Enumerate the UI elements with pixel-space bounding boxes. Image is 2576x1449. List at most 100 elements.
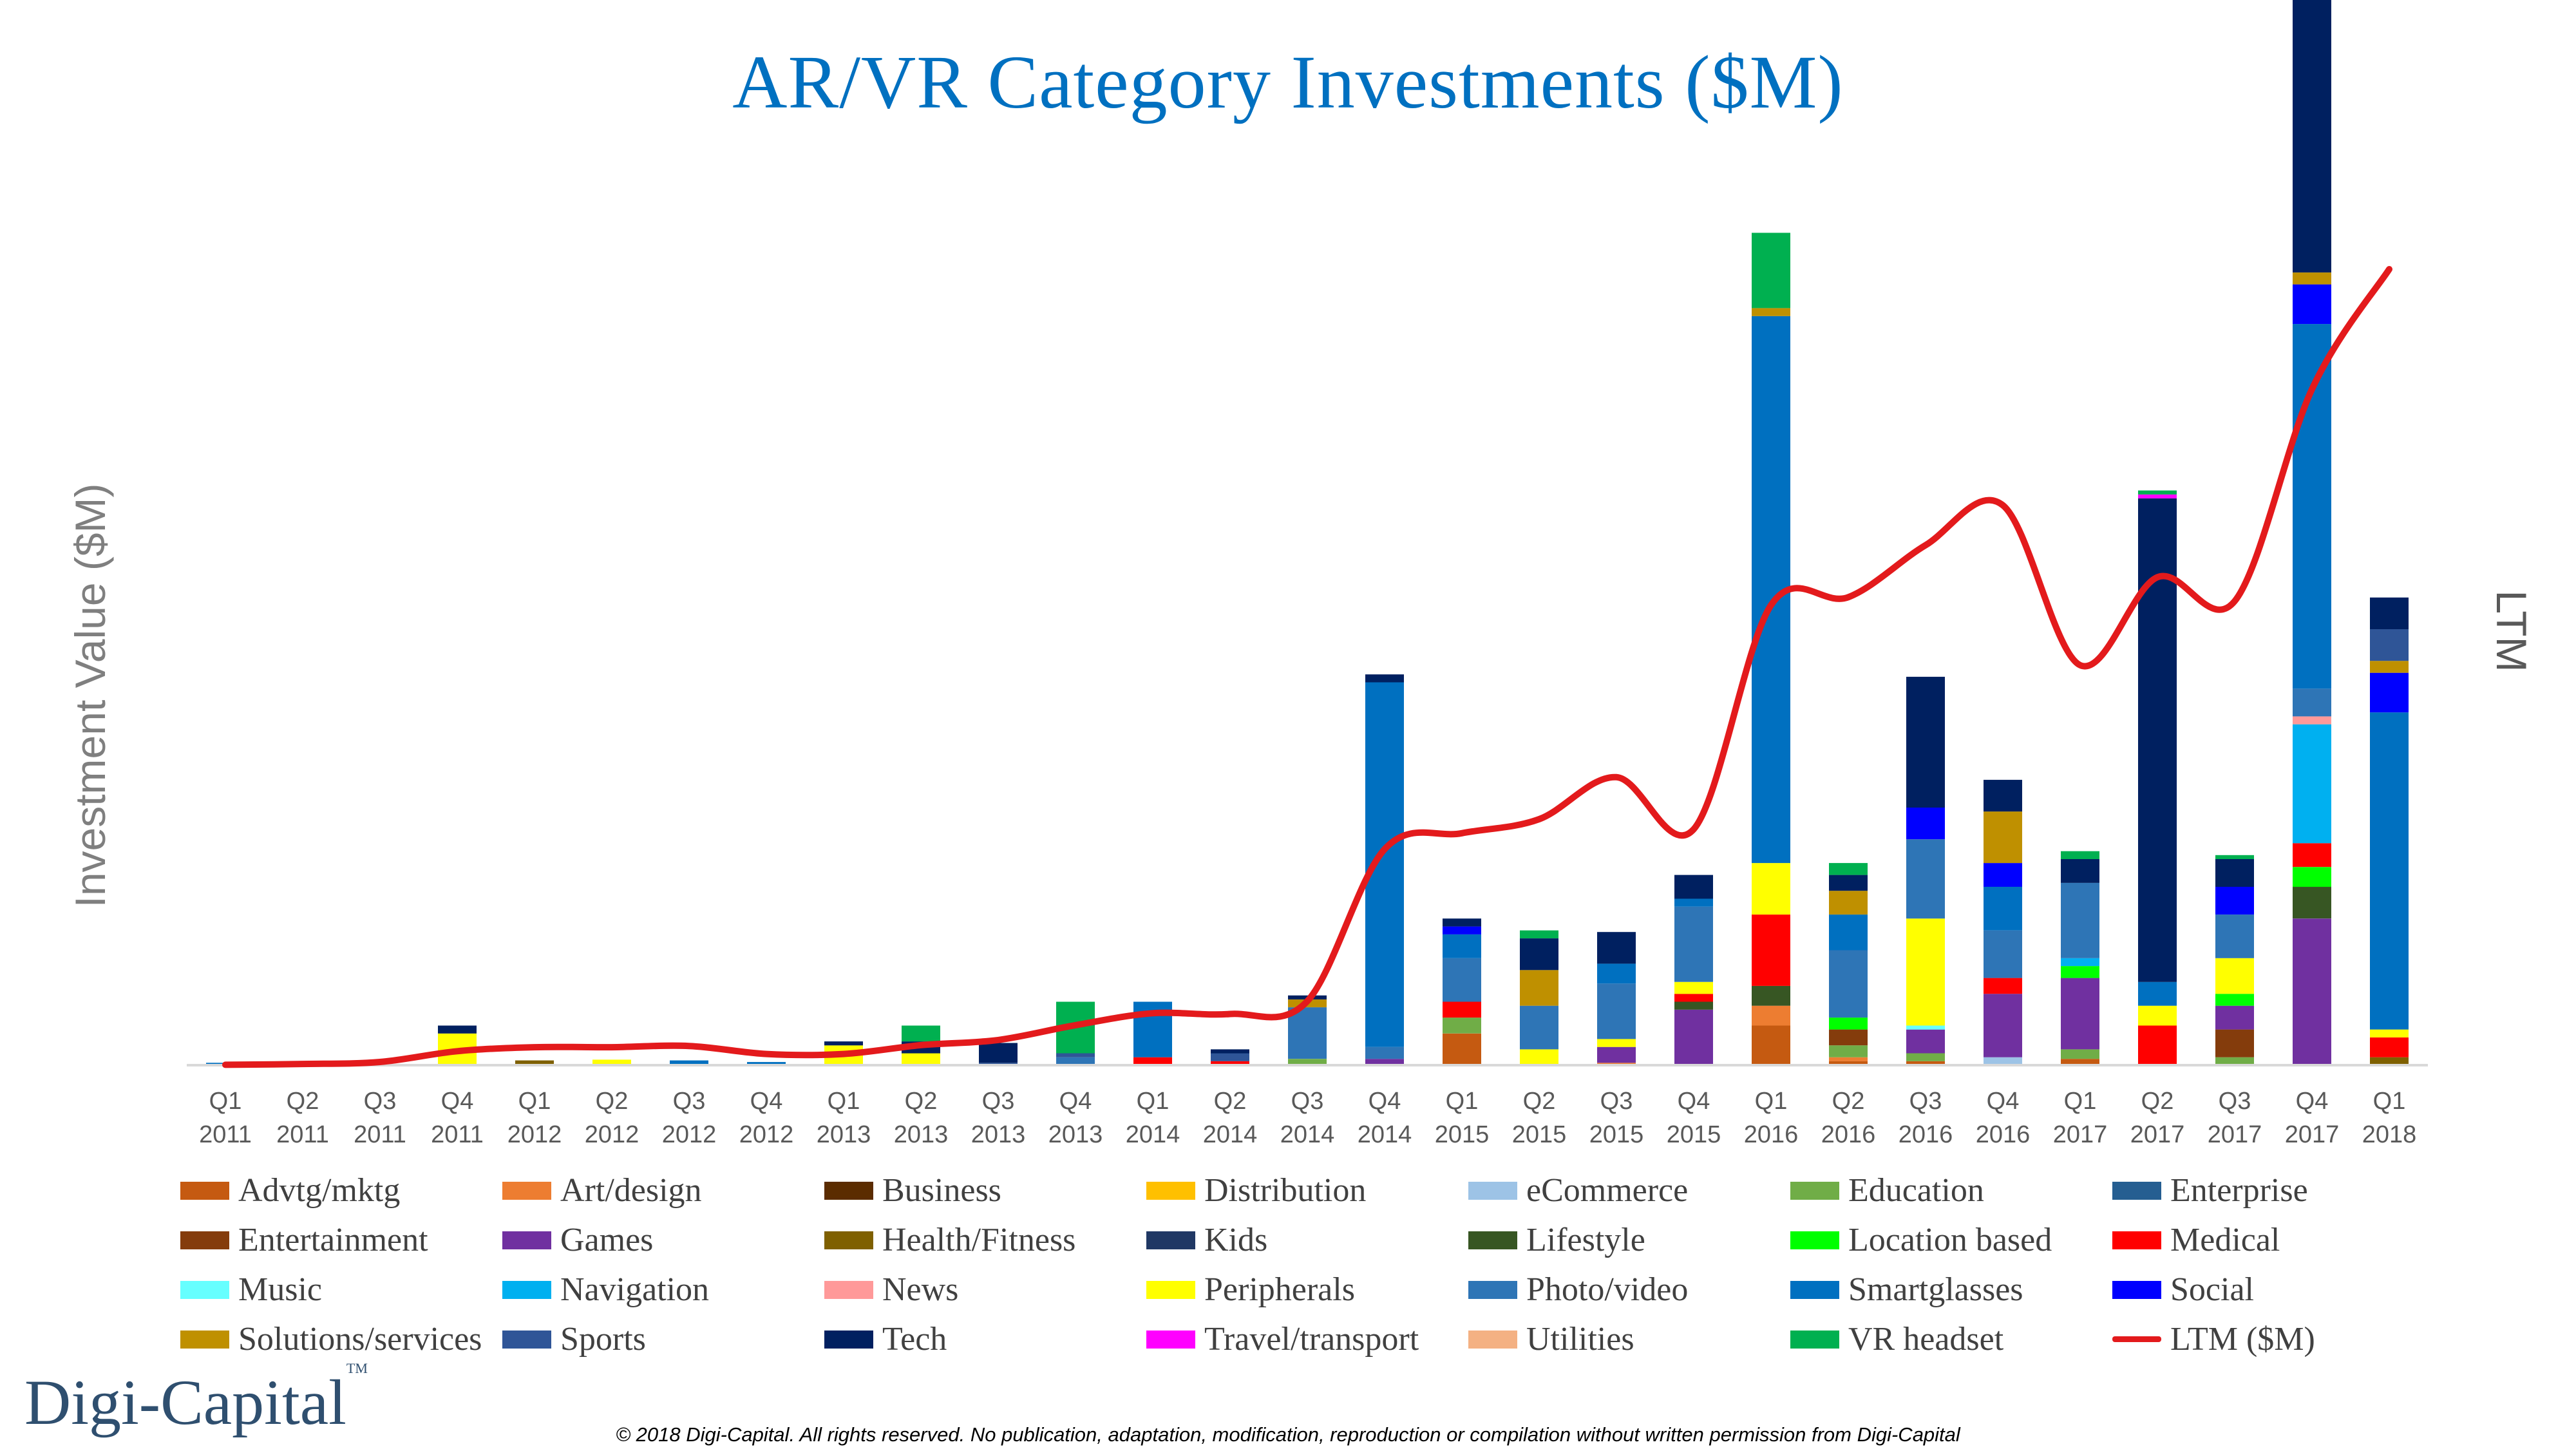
legend-label: Tech	[882, 1321, 947, 1358]
ltm-line	[222, 266, 2392, 1068]
x-tick-quarter: Q1	[209, 1088, 242, 1115]
bar-segment-location-based	[1829, 1018, 1868, 1030]
bar-segment-sports	[1056, 1053, 1095, 1057]
bar-segment-smartglasses	[1674, 898, 1713, 907]
legend-label: Art/design	[560, 1172, 702, 1209]
legend-item-peripherals: Peripherals	[1146, 1265, 1468, 1314]
bar-segment-photo-video	[1056, 1057, 1095, 1065]
legend-swatch	[824, 1330, 873, 1349]
bar-segment-games	[1906, 1029, 1945, 1054]
bar-segment-social	[1906, 808, 1945, 840]
bar-segment-advtg-mktg	[1443, 1033, 1481, 1065]
bar-segment-medical	[1752, 914, 1790, 986]
legend-label: Distribution	[1204, 1172, 1367, 1209]
x-tick-year: 2016	[1821, 1121, 1876, 1148]
bar-segment-tech	[1906, 676, 1945, 808]
legend-item-advtg-mktg: Advtg/mktg	[180, 1166, 502, 1215]
bar-segment-tech	[1520, 938, 1558, 971]
bar-segment-medical	[1211, 1061, 1249, 1065]
bar-segment-solutions-services	[2293, 272, 2331, 285]
legend-swatch	[1146, 1231, 1195, 1249]
legend-swatch	[1790, 1280, 1839, 1299]
bar-segment-peripherals	[1597, 1039, 1636, 1047]
x-tick-year: 2014	[1358, 1121, 1412, 1148]
legend-item-lifestyle: Lifestyle	[1468, 1215, 1790, 1265]
x-tick-quarter: Q1	[1755, 1088, 1788, 1115]
bar-segment-photo-video	[1984, 930, 2022, 978]
legend-swatch	[824, 1280, 873, 1299]
x-tick-year: 2017	[2130, 1121, 2185, 1148]
x-tick-quarter: Q3	[1909, 1088, 1942, 1115]
bar-segment-photo-video	[1520, 1005, 1558, 1050]
bar-segment-social	[2215, 887, 2254, 915]
legend-label: Health/Fitness	[882, 1222, 1076, 1258]
bar-segment-tech	[1829, 875, 1868, 891]
bar-segment-photo-video	[2061, 882, 2099, 958]
x-tick-quarter: Q2	[287, 1088, 319, 1115]
legend-item-solutions-services: Solutions/services	[180, 1314, 502, 1364]
bar-segment-smartglasses	[2293, 324, 2331, 689]
legend-item-business: Business	[824, 1166, 1146, 1215]
legend-item-travel-transport: Travel/transport	[1146, 1314, 1468, 1364]
legend-swatch	[1790, 1181, 1839, 1200]
bar-segment-tech	[2370, 597, 2409, 629]
bar-segment-social	[1984, 863, 2022, 887]
x-tick-year: 2017	[2285, 1121, 2340, 1148]
x-tick-year: 2011	[276, 1121, 329, 1148]
bar-segment-medical	[1984, 978, 2022, 994]
x-tick-quarter: Q3	[673, 1088, 706, 1115]
logo-trademark: TM	[346, 1360, 368, 1376]
bar-segment-smartglasses	[2138, 981, 2177, 1006]
x-tick-year: 2015	[1667, 1121, 1721, 1148]
legend-item-photo-video: Photo/video	[1468, 1265, 1790, 1314]
x-tick-year: 2016	[1744, 1121, 1799, 1148]
legend-swatch	[1468, 1181, 1517, 1200]
legend-label: Business	[882, 1172, 1001, 1209]
x-tick-quarter: Q2	[1523, 1088, 1556, 1115]
legend-item-sports: Sports	[502, 1314, 824, 1364]
x-tick-quarter: Q2	[596, 1088, 629, 1115]
x-tick-quarter: Q4	[1987, 1088, 2020, 1115]
legend-swatch	[1468, 1280, 1517, 1299]
legend-swatch	[1146, 1280, 1195, 1299]
legend-item-ltm-m: LTM ($M)	[2112, 1314, 2434, 1364]
x-tick-year: 2016	[1899, 1121, 1953, 1148]
legend-item-medical: Medical	[2112, 1215, 2434, 1265]
bar-segment-navigation	[2061, 958, 2099, 967]
legend-label: Games	[560, 1222, 654, 1258]
legend-item-enterprise: Enterprise	[2112, 1166, 2434, 1215]
legend-item-navigation: Navigation	[502, 1265, 824, 1314]
bar-segment-travel-transport	[2138, 494, 2177, 498]
legend-item-utilities: Utilities	[1468, 1314, 1790, 1364]
legend-label: Smartglasses	[1848, 1271, 2023, 1308]
bar-segment-ecommerce	[1984, 1057, 2022, 1065]
legend-item-social: Social	[2112, 1265, 2434, 1314]
bar-segment-navigation	[2293, 724, 2331, 844]
legend-label: Kids	[1204, 1222, 1268, 1258]
legend: Advtg/mktg Art/design Business Distribution…	[180, 1166, 2370, 1364]
legend-swatch	[180, 1181, 229, 1200]
legend-label: Music	[238, 1271, 322, 1308]
bar-segment-tech	[1443, 918, 1481, 927]
bar-segment-art-design	[1752, 1005, 1790, 1026]
logo-text: Digi-Capital	[24, 1367, 346, 1438]
bar-segment-education	[1906, 1053, 1945, 1061]
bar-segment-education	[1288, 1059, 1327, 1065]
legend-item-ecommerce: eCommerce	[1468, 1166, 1790, 1215]
bar-segment-smartglasses	[1984, 887, 2022, 931]
bar-segment-vr-headset	[2061, 851, 2099, 859]
legend-swatch	[2112, 1280, 2161, 1299]
bar-segment-photo-video	[1906, 839, 1945, 919]
x-tick-year: 2011	[354, 1121, 406, 1148]
copyright-footer: © 2018 Digi-Capital. All rights reserved…	[616, 1423, 1960, 1446]
bar-segment-tech	[1597, 932, 1636, 964]
bar-segment-vr-headset	[1829, 863, 1868, 875]
legend-item-kids: Kids	[1146, 1215, 1468, 1265]
x-tick-quarter: Q4	[1059, 1088, 1092, 1115]
chart-plot: Q1 2011 Q2 2011 Q3 2011 Q4 2011 Q1 2012 Q2 2012 Q3 20…	[187, 0, 2428, 1148]
bar-segment-medical	[2138, 1025, 2177, 1065]
legend-item-education: Education	[1790, 1166, 2112, 1215]
chart-title: AR/VR Category Investments ($M)	[732, 40, 1844, 124]
legend-label: Lifestyle	[1526, 1222, 1645, 1258]
legend-swatch	[1468, 1330, 1517, 1349]
